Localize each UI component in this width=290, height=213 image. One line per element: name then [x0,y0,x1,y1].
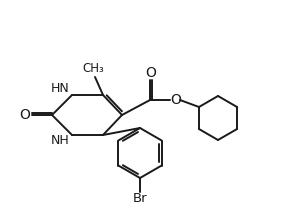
Text: HN: HN [51,82,69,95]
Text: NH: NH [51,134,69,147]
Text: Br: Br [133,193,147,206]
Text: CH₃: CH₃ [82,62,104,75]
Text: O: O [19,108,30,122]
Text: O: O [146,66,156,80]
Text: O: O [171,93,182,107]
